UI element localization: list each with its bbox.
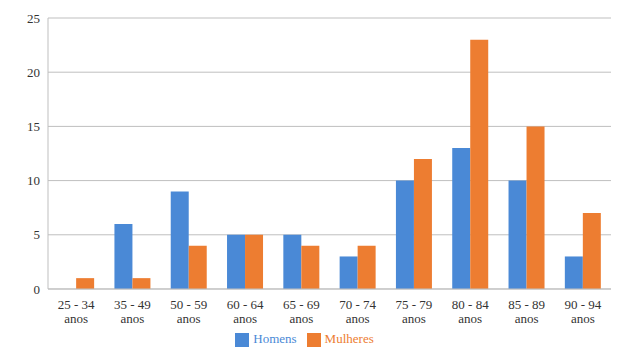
svg-text:90 - 94anos: 90 - 94anos bbox=[564, 297, 601, 326]
svg-text:25 - 34anos: 25 - 34anos bbox=[58, 297, 95, 326]
svg-text:20: 20 bbox=[27, 65, 40, 80]
svg-text:65 - 69anos: 65 - 69anos bbox=[283, 297, 320, 326]
svg-text:60 - 64anos: 60 - 64anos bbox=[227, 297, 264, 326]
svg-text:25: 25 bbox=[27, 11, 40, 26]
svg-text:75 - 79anos: 75 - 79anos bbox=[396, 297, 433, 326]
svg-text:80 - 84anos: 80 - 84anos bbox=[452, 297, 489, 326]
svg-text:0: 0 bbox=[34, 282, 41, 297]
svg-text:50 - 59anos: 50 - 59anos bbox=[170, 297, 207, 326]
svg-text:85 - 89anos: 85 - 89anos bbox=[508, 297, 545, 326]
html-text:Mulheres: Mulheres bbox=[324, 331, 374, 346]
svg-text:70 - 74anos: 70 - 74anos bbox=[339, 297, 376, 326]
html-text:Homens: Homens bbox=[253, 331, 297, 346]
svg-text:5: 5 bbox=[34, 227, 41, 242]
svg-text:10: 10 bbox=[27, 173, 40, 188]
svg-text:35 - 49anos: 35 - 49anos bbox=[114, 297, 151, 326]
svg-text:15: 15 bbox=[27, 119, 40, 134]
